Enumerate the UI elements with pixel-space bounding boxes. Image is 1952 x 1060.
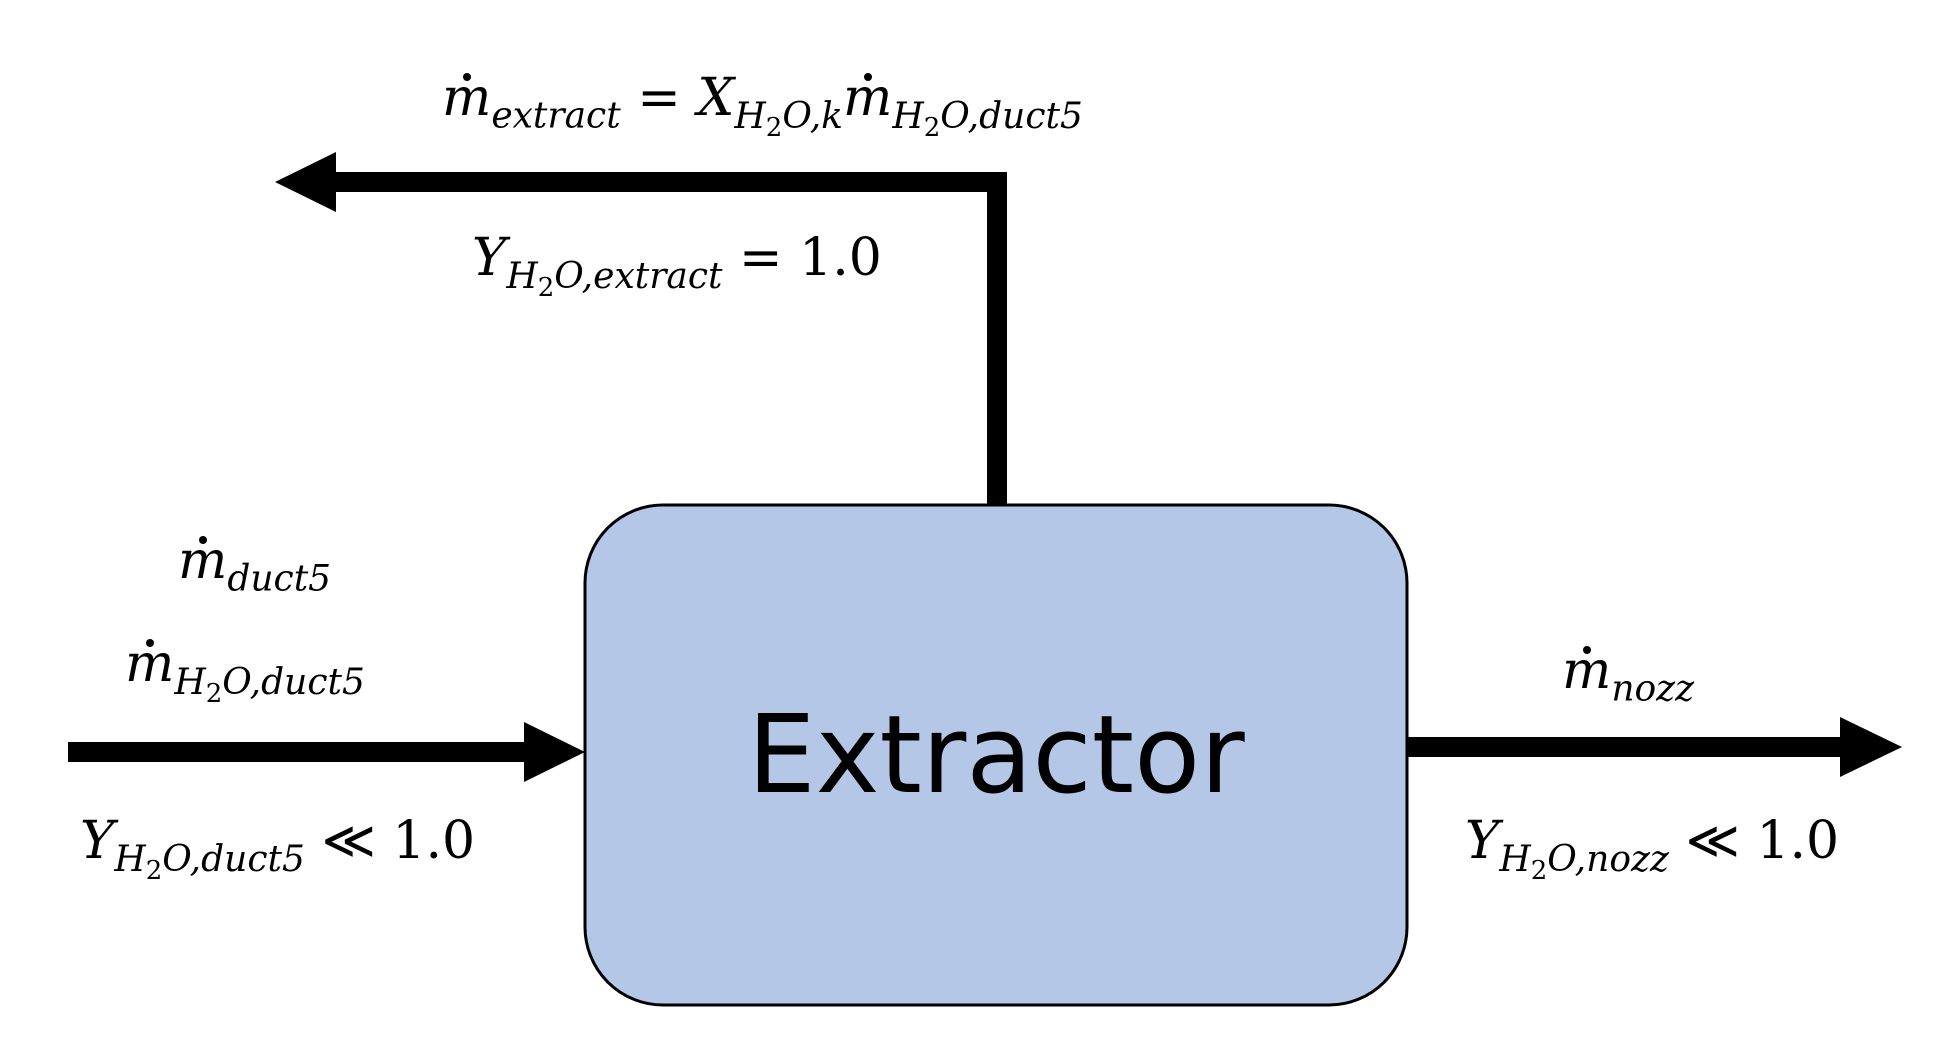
outlet-mass-flow: mnozz — [1562, 641, 1694, 707]
extract-stream-line — [330, 172, 1007, 505]
much-less-than-sign: ≪ — [321, 811, 376, 871]
y-symbol: Y — [472, 228, 507, 288]
mass-flow-symbol: m — [1562, 641, 1612, 701]
y-extract-subscript: H2O,extract — [506, 255, 723, 303]
mass-flow-symbol: m — [178, 531, 228, 591]
extract-mass-fraction: YH2O,extract = 1.0 — [472, 232, 882, 300]
y-outlet-subscript: H2O,nozz — [1499, 838, 1669, 886]
equals-sign: = — [739, 228, 783, 288]
x-subscript: H2O,k — [734, 95, 843, 143]
outlet-flow-subscript: nozz — [1611, 668, 1695, 710]
inlet-arrowhead — [524, 722, 585, 782]
y-symbol: Y — [1465, 811, 1500, 871]
y-symbol: Y — [80, 811, 115, 871]
inlet-mass-flow: mduct5 — [178, 531, 331, 597]
extract-flow-subscript: extract — [491, 95, 621, 137]
extractor-label: Extractor — [747, 692, 1245, 818]
x-symbol: X — [697, 68, 735, 128]
extract-arrowhead — [275, 152, 336, 212]
inlet-y-value: 1.0 — [392, 811, 476, 871]
outlet-mass-fraction: YH2O,nozz ≪ 1.0 — [1465, 815, 1839, 883]
extract-y-value: 1.0 — [799, 228, 882, 288]
inlet-water-mass-flow: mH2O,duct5 — [125, 634, 365, 706]
extract-mass-flow-equation: mextract = XH2O,kmH2O,duct5 — [442, 68, 1083, 140]
outlet-y-value: 1.0 — [1756, 811, 1840, 871]
mass-flow-symbol: m — [843, 68, 893, 128]
inlet-mass-fraction: YH2O,duct5 ≪ 1.0 — [80, 815, 475, 883]
h2o-duct5-subscript: H2O,duct5 — [892, 95, 1083, 143]
y-inlet-subscript: H2O,duct5 — [114, 838, 305, 886]
mass-flow-symbol: m — [125, 634, 175, 694]
outlet-arrowhead — [1840, 717, 1902, 777]
equals-sign: = — [637, 68, 681, 128]
h2o-inlet-subscript: H2O,duct5 — [174, 661, 365, 709]
mass-flow-symbol: m — [442, 68, 492, 128]
much-less-than-sign: ≪ — [1685, 811, 1740, 871]
inlet-flow-subscript: duct5 — [227, 558, 332, 600]
